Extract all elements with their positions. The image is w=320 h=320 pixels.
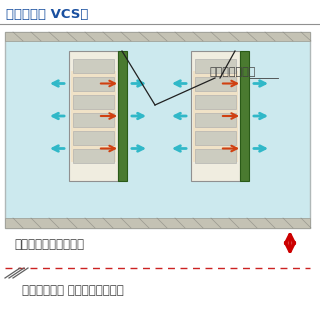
Text: サーバ冷却用 空調機械室が不要: サーバ冷却用 空調機械室が不要 <box>22 284 124 297</box>
Bar <box>73 95 114 109</box>
Bar <box>195 77 236 91</box>
Bar <box>195 59 236 73</box>
Bar <box>73 149 114 163</box>
Bar <box>195 131 236 145</box>
Bar <box>195 95 236 109</box>
Bar <box>118 51 127 181</box>
Bar <box>191 51 240 181</box>
Text: リアドア空調機: リアドア空調機 <box>210 67 256 77</box>
Bar <box>5 32 310 228</box>
Bar <box>240 51 249 181</box>
Bar <box>195 113 236 127</box>
Bar <box>73 77 114 91</box>
Bar <box>73 59 114 73</box>
Bar <box>73 113 114 127</box>
Bar <box>5 218 310 228</box>
Text: 空調用床下空間が不要: 空調用床下空間が不要 <box>14 237 84 251</box>
Bar <box>193 70 238 162</box>
Bar <box>195 149 236 163</box>
Bar <box>71 70 116 162</box>
Text: 《リアドア VCS》: 《リアドア VCS》 <box>6 7 88 20</box>
Bar <box>5 32 310 41</box>
Bar <box>73 131 114 145</box>
Bar <box>69 51 118 181</box>
